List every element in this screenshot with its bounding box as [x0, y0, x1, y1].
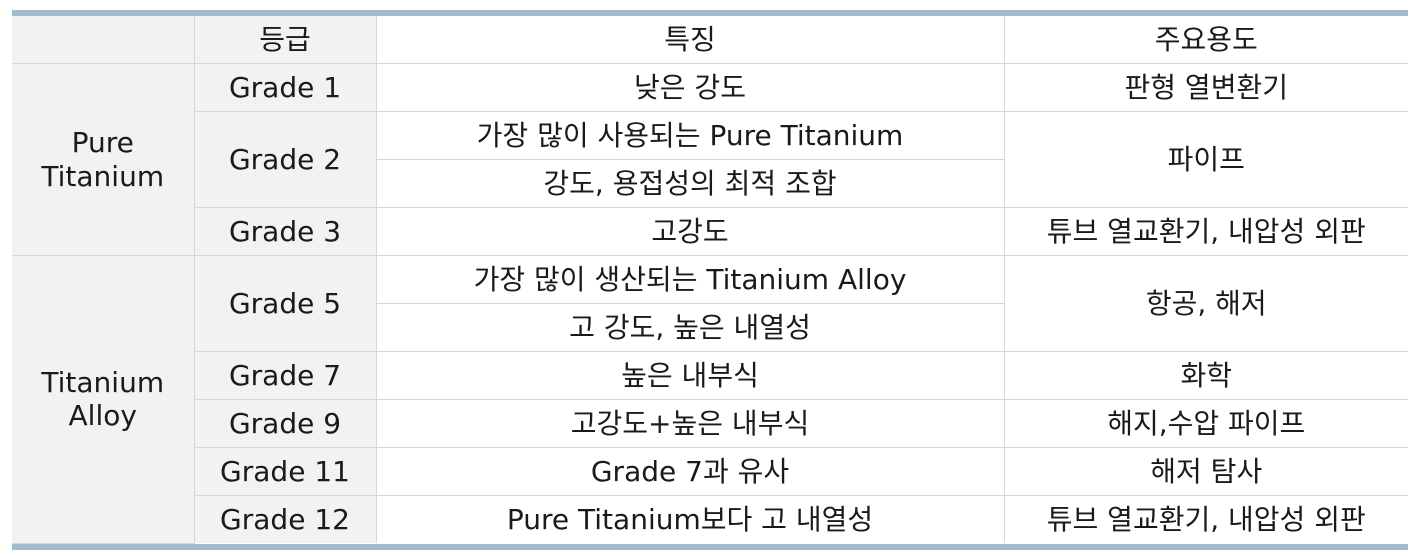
group-titanium-alloy: Titanium Alloy [12, 255, 195, 544]
usage-cell: 항공, 해저 [1003, 255, 1408, 352]
usage-cell: 해저 탐사 [1003, 447, 1408, 496]
group-pure-titanium: Pure Titanium [12, 63, 195, 256]
header-corner [12, 16, 195, 64]
titanium-grade-table: 등급 특징 주요용도 Pure Titanium Grade 1 낮은 강도 판… [12, 16, 1408, 544]
table-bottom-border [12, 543, 1408, 550]
grade-cell: Grade 1 [193, 63, 377, 112]
table-row: Grade 7 높은 내부식 화학 [12, 351, 1408, 400]
feature-cell: 강도, 용접성의 최적 조합 [376, 159, 1004, 208]
header-row: 등급 특징 주요용도 [12, 16, 1408, 64]
table-row: Grade 9 고강도+높은 내부식 해지,수압 파이프 [12, 399, 1408, 448]
usage-cell: 판형 열변환기 [1003, 63, 1408, 112]
table-row: 강도, 용접성의 최적 조합 [12, 159, 1408, 208]
usage-cell: 해지,수압 파이프 [1003, 399, 1408, 448]
feature-cell: 고강도 [375, 207, 1005, 256]
grade-cell: Grade 9 [194, 399, 377, 448]
header-feature: 특징 [375, 16, 1005, 64]
feature-cell: 가장 많이 생산되는 Titanium Alloy [375, 255, 1005, 304]
table-row: Grade 12 Pure Titanium보다 고 내열성 튜브 열교환기, … [12, 495, 1408, 543]
grade-cell: Grade 5 [193, 255, 377, 352]
table-row: Pure Titanium Grade 1 낮은 강도 판형 열변환기 [12, 63, 1408, 256]
table-top-border [12, 10, 1408, 16]
feature-cell: Pure Titanium보다 고 내열성 [375, 495, 1005, 543]
feature-cell: 가장 많이 사용되는 Pure Titanium [375, 111, 1005, 160]
header-grade: 등급 [193, 16, 377, 64]
usage-cell: 화학 [1003, 351, 1408, 400]
grade-cell: Grade 11 [194, 447, 377, 496]
grade-cell: Grade 2 [194, 111, 377, 208]
table-row: Grade 11 Grade 7과 유사 해저 탐사 [12, 447, 1408, 496]
table-row: Grade 2 가장 많이 사용되는 Pure Titanium 파이프 [12, 111, 1408, 208]
usage-cell: 튜브 열교환기, 내압성 외판 [1003, 495, 1408, 543]
grade-cell: Grade 7 [194, 351, 377, 400]
usage-cell: 튜브 열교환기, 내압성 외판 [1003, 207, 1408, 256]
table-row: Grade 3 고강도 튜브 열교환기, 내압성 외판 [12, 207, 1408, 256]
header-usage: 주요용도 [1003, 16, 1408, 64]
usage-cell: 파이프 [1003, 111, 1408, 208]
feature-cell: 고강도+높은 내부식 [375, 399, 1005, 448]
table-row: Titanium Alloy Grade 5 가장 많이 생산되는 Titani… [12, 255, 1408, 544]
feature-cell: Grade 7과 유사 [375, 447, 1005, 496]
table-row: 고 강도, 높은 내열성 [12, 303, 1408, 352]
feature-cell: 높은 내부식 [375, 351, 1005, 400]
grade-cell: Grade 12 [194, 495, 377, 543]
feature-cell: 낮은 강도 [375, 63, 1005, 112]
grade-cell: Grade 3 [194, 207, 377, 256]
feature-cell: 고 강도, 높은 내열성 [376, 303, 1004, 352]
titanium-grade-table-container: 등급 특징 주요용도 Pure Titanium Grade 1 낮은 강도 판… [12, 10, 1408, 550]
